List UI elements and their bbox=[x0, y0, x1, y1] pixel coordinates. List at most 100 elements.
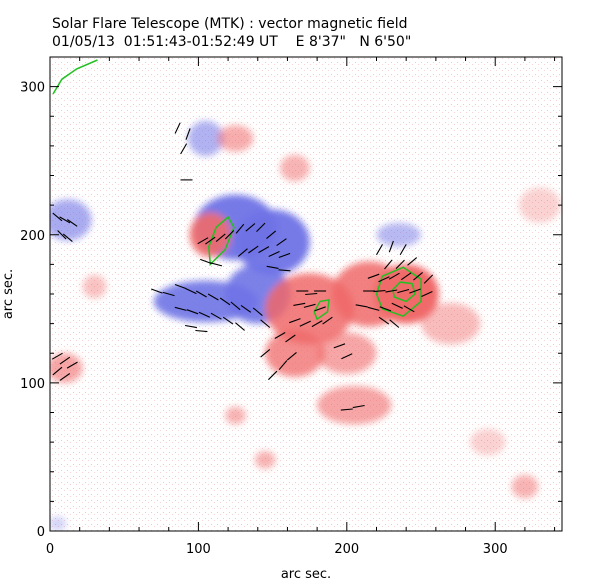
y-tick-label: 0 bbox=[37, 525, 45, 540]
field-vector bbox=[268, 251, 280, 257]
field-vector bbox=[289, 318, 301, 324]
field-vector bbox=[293, 302, 306, 306]
field-vector bbox=[266, 265, 279, 269]
chart-subtitle: 01/05/13 01:51:43-01:52:49 UT E 8'37" N … bbox=[52, 34, 411, 50]
field-vector bbox=[378, 276, 390, 283]
field-vector bbox=[185, 324, 197, 329]
positive-polarity-region bbox=[50, 353, 83, 383]
contour-line bbox=[208, 215, 235, 267]
field-vector bbox=[66, 219, 78, 227]
field-vector bbox=[59, 373, 71, 381]
field-vector bbox=[373, 289, 386, 293]
field-vector bbox=[355, 304, 368, 308]
field-vector bbox=[185, 128, 191, 140]
field-vector bbox=[388, 272, 400, 280]
field-vector bbox=[174, 283, 187, 290]
field-vector bbox=[198, 311, 211, 318]
positive-polarity-region bbox=[511, 474, 539, 499]
field-vector bbox=[385, 289, 398, 293]
field-vector bbox=[210, 262, 223, 267]
negative-polarity-region bbox=[50, 199, 92, 241]
field-vector bbox=[210, 312, 222, 320]
field-vector bbox=[376, 244, 383, 256]
field-vector bbox=[274, 332, 286, 339]
field-vector bbox=[260, 319, 271, 328]
field-vector bbox=[400, 272, 412, 281]
positive-polarity-region bbox=[317, 385, 392, 425]
field-vector bbox=[245, 223, 256, 232]
field-vector bbox=[174, 306, 187, 311]
field-vector bbox=[409, 288, 421, 294]
pointing-position: E 8'37" N 6'50" bbox=[295, 34, 412, 50]
field-vector bbox=[252, 307, 263, 317]
positive-polarity-region bbox=[469, 428, 506, 456]
observation-date: 01/05/13 bbox=[52, 34, 115, 50]
positive-polarity-region bbox=[317, 332, 377, 374]
positive-polarity-region bbox=[421, 302, 481, 345]
field-vector bbox=[248, 245, 259, 254]
field-vector bbox=[285, 334, 296, 343]
x-tick-label: 200 bbox=[334, 542, 359, 557]
negative-polarity-region bbox=[235, 209, 310, 275]
field-vector bbox=[305, 292, 318, 296]
field-vector bbox=[322, 316, 333, 325]
negative-polarity-region bbox=[50, 516, 67, 531]
field-vector bbox=[224, 230, 235, 240]
field-vector bbox=[197, 237, 209, 245]
field-vector bbox=[230, 301, 241, 311]
field-vector bbox=[57, 230, 67, 240]
field-vector bbox=[286, 351, 297, 361]
field-vector bbox=[395, 259, 405, 269]
y-tick-label: 100 bbox=[20, 377, 45, 392]
field-vector bbox=[258, 246, 270, 254]
field-vector bbox=[397, 288, 410, 294]
field-vector bbox=[195, 329, 208, 333]
x-tick-label: 0 bbox=[46, 542, 54, 557]
field-vector bbox=[237, 248, 248, 257]
field-vector bbox=[66, 361, 78, 369]
contour-line bbox=[391, 281, 416, 303]
field-vector bbox=[276, 238, 287, 247]
field-vector bbox=[413, 271, 423, 281]
field-vector bbox=[278, 269, 291, 272]
field-vector bbox=[52, 366, 63, 376]
positive-polarity-region bbox=[225, 406, 246, 425]
field-vector bbox=[268, 370, 278, 381]
field-vector bbox=[186, 309, 199, 315]
field-vector bbox=[384, 259, 393, 270]
field-vector bbox=[174, 122, 181, 134]
field-vector bbox=[235, 223, 245, 234]
field-vector bbox=[341, 353, 353, 360]
negative-polarity-region bbox=[376, 222, 422, 247]
field-vector bbox=[205, 236, 216, 245]
field-vector bbox=[352, 404, 365, 409]
field-vector bbox=[162, 291, 175, 297]
field-vector bbox=[207, 293, 219, 301]
field-vector bbox=[59, 216, 71, 224]
field-vector bbox=[235, 322, 245, 331]
field-vector bbox=[59, 356, 71, 365]
field-vector bbox=[256, 222, 266, 232]
field-vector bbox=[200, 258, 212, 265]
field-vector bbox=[367, 273, 380, 279]
field-vector bbox=[407, 257, 418, 266]
y-tick-label: 300 bbox=[20, 81, 45, 96]
field-vector bbox=[389, 319, 400, 328]
negative-polarity-region bbox=[188, 120, 224, 157]
field-vector bbox=[222, 316, 234, 325]
field-vector bbox=[299, 320, 311, 327]
field-vector bbox=[311, 320, 323, 328]
positive-polarity-region bbox=[265, 273, 355, 345]
field-vector bbox=[52, 212, 63, 222]
positive-polarity-region bbox=[280, 154, 310, 182]
field-vector bbox=[314, 306, 326, 312]
field-vector bbox=[423, 274, 434, 284]
y-axis-label: arc sec. bbox=[1, 269, 16, 319]
y-tick-label: 200 bbox=[20, 229, 45, 244]
field-vector bbox=[51, 352, 63, 360]
x-tick-label: 100 bbox=[186, 542, 211, 557]
field-vector bbox=[240, 304, 252, 313]
field-vector bbox=[399, 244, 407, 256]
field-vector bbox=[340, 408, 353, 411]
